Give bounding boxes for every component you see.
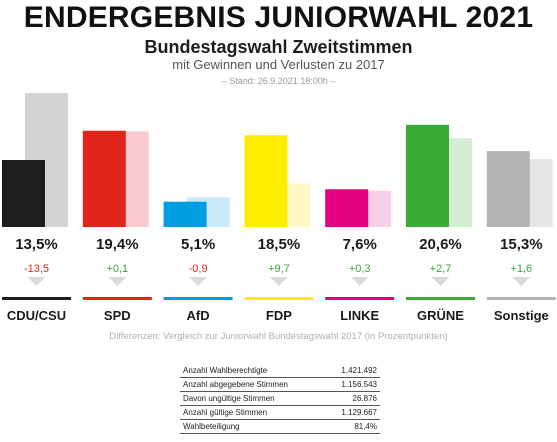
category-label: GRÜNE — [417, 308, 464, 323]
bar-2021 — [163, 201, 207, 227]
statistics-table: Anzahl Wahlberechtigte 1.421.492 Anzahl … — [180, 364, 380, 434]
party-underline — [325, 297, 395, 300]
category-label: AfD — [187, 308, 210, 323]
stat-value: 1.129.667 — [325, 405, 380, 420]
stat-label: Anzahl Wahlberechtigte — [180, 364, 326, 378]
diff-label: -0,9 — [189, 263, 208, 275]
party-underline — [2, 297, 71, 300]
stat-label: Wahlbeteiligung — [180, 419, 326, 434]
bar-2021 — [406, 124, 449, 227]
chart-subtitle: Bundestagswahl Zweitstimmen — [144, 37, 413, 57]
diff-label: +0,3 — [349, 263, 371, 275]
down-arrow-icon — [108, 277, 127, 286]
down-arrow-icon — [27, 277, 46, 286]
diff-label: +1,6 — [510, 263, 532, 275]
category-label: CDU/CSU — [7, 308, 66, 323]
party-underline — [163, 297, 233, 300]
bar-2021 — [244, 135, 288, 227]
stat-value: 1.421.492 — [325, 364, 380, 378]
table-row: Anzahl Wahlberechtigte 1.421.492 — [180, 364, 380, 378]
party-underline — [82, 297, 152, 300]
stat-label: Anzahl abgegebene Stimmen — [180, 377, 326, 392]
value-label: 5,1% — [181, 236, 215, 253]
value-label: 19,4% — [96, 236, 139, 253]
table-row: Anzahl abgegebene Stimmen 1.156.543 — [180, 377, 380, 392]
chart-subtitle-secondary: mit Gewinnen und Verlusten zu 2017 — [172, 57, 385, 72]
down-arrow-icon — [350, 277, 369, 286]
down-arrow-icon — [512, 277, 531, 286]
category-label: FDP — [266, 308, 292, 323]
down-arrow-icon — [269, 277, 288, 286]
diff-label: +9,7 — [268, 263, 290, 275]
party-underline — [244, 297, 314, 300]
down-arrow-icon — [189, 277, 208, 286]
table-row: Davon ungültige Stimmen 26.876 — [180, 391, 380, 406]
value-label: 7,6% — [343, 236, 377, 253]
party-underline — [406, 297, 475, 300]
category-label: SPD — [104, 308, 131, 323]
stat-value: 1.156.543 — [325, 377, 380, 392]
value-label: 15,3% — [500, 236, 543, 253]
value-label: 13,5% — [15, 236, 58, 253]
bar-2021 — [2, 160, 45, 227]
footnote: Differenzen: Vergleich zur Juniorwahl Bu… — [109, 331, 448, 342]
bar-2021 — [325, 189, 369, 227]
stat-label: Davon ungültige Stimmen — [180, 391, 326, 406]
timestamp-label: – Stand: 26.9.2021 18:00h – — [221, 76, 336, 86]
category-label: Sonstige — [494, 308, 549, 323]
table-row: Anzahl gültige Stimmen 1.129.667 — [180, 405, 380, 420]
diff-label: +0,1 — [106, 263, 128, 275]
category-label: LINKE — [340, 308, 379, 323]
bar-2021 — [486, 151, 530, 227]
election-bar-chart: 13,5% -13,5 CDU/CSU 19,4% +0,1 SPD 5,1% -0,9 AfD… — [2, 93, 556, 323]
stat-value: 26.876 — [325, 391, 380, 406]
diff-label: -13,5 — [24, 263, 49, 275]
down-arrow-icon — [431, 277, 450, 286]
bar-2021 — [82, 130, 126, 227]
party-underline — [486, 297, 556, 300]
value-label: 20,6% — [419, 236, 462, 253]
stat-value: 81,4% — [325, 419, 380, 434]
page-title: ENDERGEBNIS JUNIORWAHL 2021 — [23, 1, 534, 34]
table-row: Wahlbeteiligung 81,4% — [180, 419, 380, 434]
value-label: 18,5% — [258, 236, 301, 253]
diff-label: +2,7 — [430, 263, 452, 275]
stat-label: Anzahl gültige Stimmen — [180, 405, 326, 420]
